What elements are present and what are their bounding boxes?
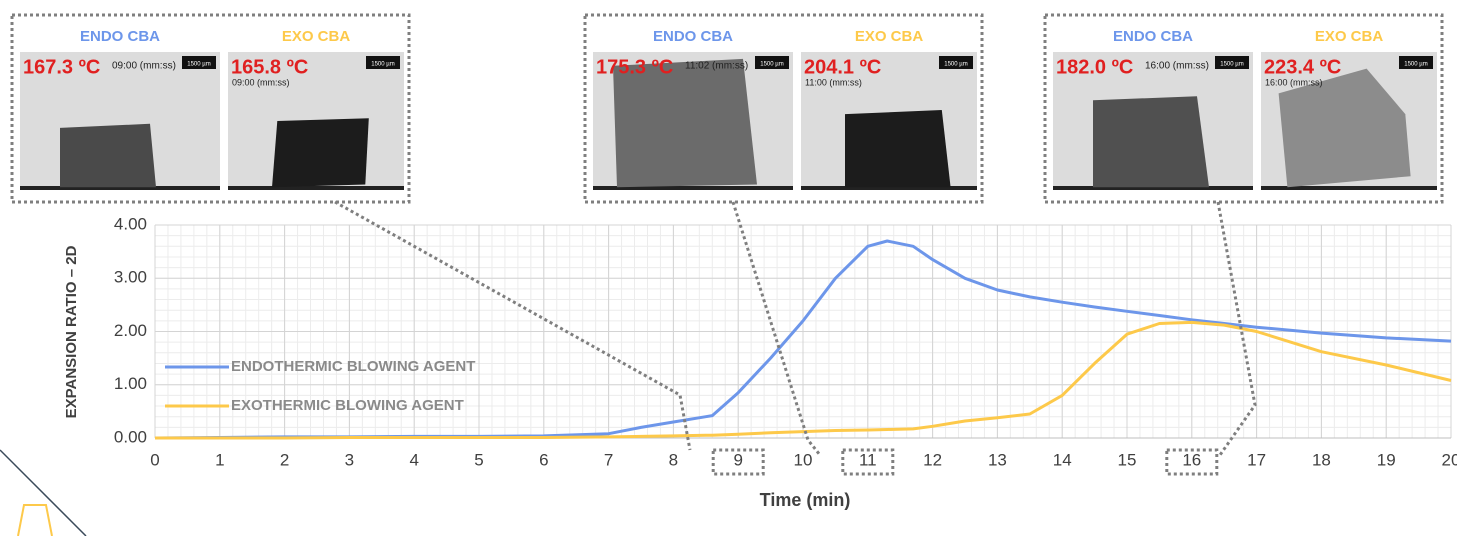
x-tick-label: 9 <box>733 450 742 469</box>
x-tick-label: 7 <box>604 450 613 469</box>
image-label: ENDO CBA <box>653 28 733 45</box>
x-tick-label: 10 <box>794 450 813 469</box>
temperature: 167.3 ºC <box>23 56 100 78</box>
substrate <box>228 186 404 190</box>
image-label: EXO CBA <box>855 28 924 45</box>
x-tick-label: 14 <box>1053 450 1072 469</box>
x-tick-label: 19 <box>1377 450 1396 469</box>
y-axis-label: EXPANSION RATIO – 2D <box>63 245 80 418</box>
x-tick-label: 11 <box>859 450 877 469</box>
sample <box>1093 96 1209 187</box>
x-tick-label: 1 <box>215 450 224 469</box>
legend-label: ENDOTHERMIC BLOWING AGENT <box>231 358 475 375</box>
x-tick-label: 0 <box>150 450 159 469</box>
temperature: 165.8 ºC <box>231 56 308 78</box>
x-tick-label: 15 <box>1118 450 1137 469</box>
x-tick-label: 6 <box>539 450 548 469</box>
x-axis-label: Time (min) <box>760 490 851 510</box>
y-tick-label: 3.00 <box>114 268 147 287</box>
chart: Time (min) EXPANSION RATIO – 2D 0.00 1.00… <box>0 0 1457 536</box>
legend-label: EXOTHERMIC BLOWING AGENT <box>231 397 464 414</box>
scale-label: 1500 µm <box>944 62 967 68</box>
x-tick-label: 18 <box>1312 450 1331 469</box>
temperature: 204.1 ºC <box>804 56 881 78</box>
x-tick-label: 17 <box>1247 450 1266 469</box>
temperature: 223.4 ºC <box>1264 56 1341 78</box>
sample <box>272 118 369 187</box>
x-tick-label: 4 <box>409 450 418 469</box>
x-tick-label: 2 <box>280 450 289 469</box>
temperature: 175.3 ºC <box>596 56 673 78</box>
y-tick-label: 4.00 <box>114 214 147 233</box>
scale-label: 1500 µm <box>187 62 210 68</box>
image-label: EXO CBA <box>1315 28 1384 45</box>
sample <box>845 110 951 187</box>
time-label: 09:00 (mm:ss) <box>112 61 176 72</box>
x-tick-label: 5 <box>474 450 483 469</box>
x-tick-label: 8 <box>669 450 678 469</box>
x-tick-label: 20 <box>1442 450 1457 469</box>
time-label: 09:00 (mm:ss) <box>232 77 290 87</box>
scale-label: 1500 µm <box>371 62 394 68</box>
y-tick-label: 2.00 <box>114 321 147 340</box>
y-tick-label: 1.00 <box>114 374 147 393</box>
time-label: 16:00 (mm:ss) <box>1265 77 1323 87</box>
page: {"chart_data": { "type": "line", "x_labe… <box>0 0 1457 536</box>
x-tick-label: 12 <box>923 450 942 469</box>
y-tick-label: 0.00 <box>114 427 147 446</box>
image-label: ENDO CBA <box>80 28 160 45</box>
x-tick-label: 16 <box>1182 450 1201 469</box>
image-label: EXO CBA <box>282 28 351 45</box>
scale-label: 1500 µm <box>1220 62 1243 68</box>
scale-label: 1500 µm <box>760 62 783 68</box>
x-tick-label: 3 <box>345 450 354 469</box>
temperature: 182.0 ºC <box>1056 56 1133 78</box>
scale-label: 1500 µm <box>1404 62 1427 68</box>
logo-line <box>0 450 86 536</box>
time-label: 16:00 (mm:ss) <box>1145 61 1209 72</box>
logo-shape <box>18 505 52 536</box>
sample <box>60 124 156 187</box>
image-label: ENDO CBA <box>1113 28 1193 45</box>
time-label: 11:00 (mm:ss) <box>805 77 862 87</box>
time-label: 11:02 (mm:ss) <box>685 61 748 72</box>
x-tick-label: 13 <box>988 450 1007 469</box>
